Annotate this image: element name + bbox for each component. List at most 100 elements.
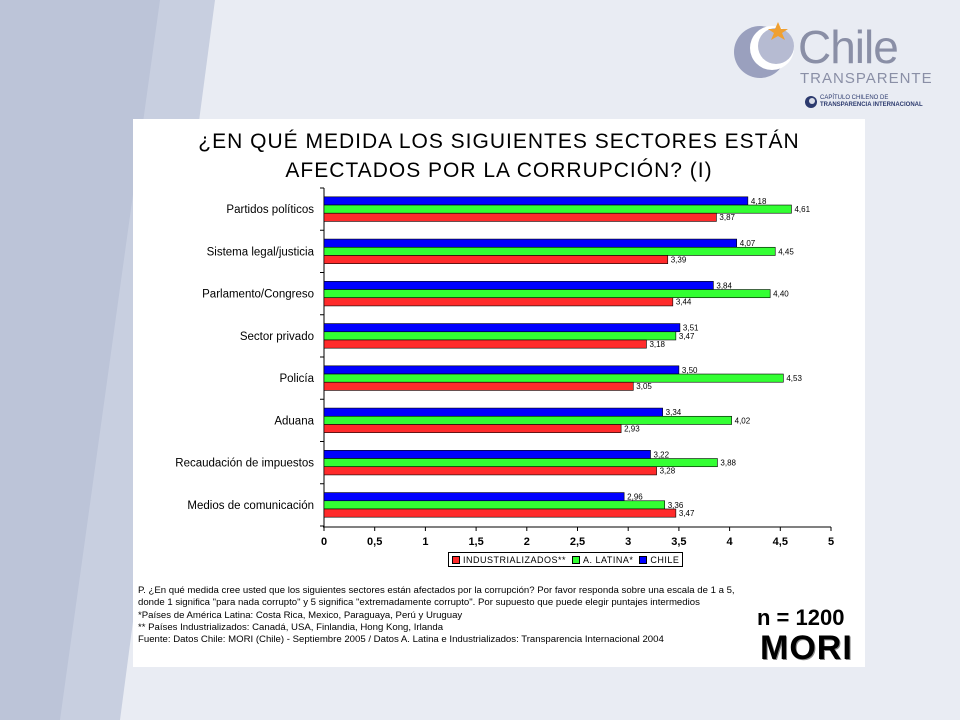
data-label-bg bbox=[681, 324, 706, 332]
bar-industrializados bbox=[323, 297, 674, 307]
category-label: Recaudación de impuestos bbox=[175, 458, 314, 470]
bar-chile bbox=[323, 407, 663, 417]
bar-latina bbox=[323, 204, 792, 214]
sample-size: n = 1200 bbox=[757, 605, 845, 630]
x-tick-label: 1,5 bbox=[468, 536, 483, 548]
data-label-bg bbox=[785, 374, 810, 382]
data-label-chile: 3,34 bbox=[666, 408, 682, 417]
bar-chile bbox=[323, 238, 737, 248]
data-label-latina: 3,88 bbox=[720, 459, 736, 468]
bar-industrializados bbox=[323, 466, 657, 476]
x-tick-label: 4,5 bbox=[773, 536, 788, 548]
bar-industrializados bbox=[323, 339, 647, 349]
data-label-bg bbox=[626, 493, 651, 501]
x-tick-label: 2 bbox=[524, 536, 530, 548]
legend-item-latina: A. LATINA* bbox=[572, 555, 633, 565]
category-label: Aduana bbox=[274, 415, 314, 427]
bar-latina bbox=[323, 246, 776, 256]
chart-legend: INDUSTRIALIZADOS** A. LATINA* CHILE bbox=[448, 552, 684, 567]
data-label-bg bbox=[658, 467, 683, 475]
data-label-latina: 4,02 bbox=[735, 416, 751, 425]
data-label-bg bbox=[738, 239, 763, 247]
data-label-chile: 2,96 bbox=[627, 493, 643, 502]
data-label-chile: 3,84 bbox=[716, 281, 732, 290]
data-label-bg bbox=[652, 450, 677, 459]
data-label-bg bbox=[664, 408, 689, 416]
data-label-bg bbox=[718, 213, 743, 221]
bar-industrializados bbox=[323, 381, 634, 391]
bar-industrializados bbox=[323, 255, 669, 264]
legend-label-industrializados: INDUSTRIALIZADOS** bbox=[463, 554, 567, 565]
data-label-latina: 4,53 bbox=[786, 374, 802, 383]
data-label-industrializados: 3,47 bbox=[679, 509, 695, 518]
legend-label-latina: A. LATINA* bbox=[583, 554, 634, 565]
x-tick-label: 3 bbox=[625, 536, 631, 548]
data-label-bg bbox=[666, 501, 691, 509]
data-label-bg bbox=[669, 255, 694, 264]
data-label-chile: 4,07 bbox=[740, 239, 756, 248]
data-label-bg bbox=[635, 382, 660, 390]
bar-latina bbox=[323, 415, 732, 425]
ti-line1: CAPÍTULO CHILENO DE bbox=[820, 95, 889, 101]
category-label: Partidos políticos bbox=[226, 204, 314, 216]
ti-line2: TRANSPARENCIA INTERNACIONAL bbox=[820, 102, 923, 108]
note-latin-america: *Países de América Latina: Costa Rica, M… bbox=[138, 609, 463, 621]
chile-transparente-logo: Chile TRANSPARENTE CAPÍTULO CHILENO DE T… bbox=[730, 18, 933, 118]
bar-chile bbox=[323, 281, 714, 290]
category-label: Sector privado bbox=[240, 331, 314, 343]
legend-swatch-industrializados bbox=[452, 555, 460, 564]
data-label-latina: 4,61 bbox=[794, 205, 810, 214]
category-label: Sistema legal/justicia bbox=[207, 246, 315, 258]
data-label-bg bbox=[777, 247, 802, 255]
legend-item-industrializados: INDUSTRIALIZADOS** bbox=[452, 555, 566, 565]
chart-title: ¿EN QUÉ MEDIDA LOS SIGUIENTES SECTORES E… bbox=[133, 127, 865, 185]
x-tick-label: 4 bbox=[727, 536, 734, 548]
bar-latina bbox=[323, 289, 771, 299]
x-tick-label: 1 bbox=[422, 536, 428, 548]
data-label-bg bbox=[680, 366, 705, 374]
data-label-industrializados: 3,44 bbox=[676, 298, 692, 307]
legend-swatch-latina bbox=[572, 555, 581, 564]
chart-panel: ¿EN QUÉ MEDIDA LOS SIGUIENTES SECTORES E… bbox=[133, 119, 865, 667]
legend-swatch-chile bbox=[639, 555, 648, 564]
logo-emblem-icon bbox=[734, 22, 794, 78]
x-tick-label: 0,5 bbox=[367, 536, 382, 548]
category-label: Medios de comunicación bbox=[187, 500, 314, 512]
logo-tagline: TRANSPARENTE bbox=[800, 70, 933, 87]
bar-latina bbox=[323, 373, 784, 383]
chart-title-line1: ¿EN QUÉ MEDIDA LOS SIGUIENTES SECTORES E… bbox=[198, 130, 800, 153]
data-label-bg bbox=[677, 509, 702, 517]
data-label-latina: 4,45 bbox=[778, 247, 794, 256]
category-label: Parlamento/Congreso bbox=[202, 289, 314, 301]
data-label-bg bbox=[772, 290, 797, 298]
data-label-bg bbox=[648, 340, 673, 348]
footnotes: P. ¿En qué medida cree usted que los sig… bbox=[138, 585, 768, 646]
data-label-latina: 4,40 bbox=[773, 290, 789, 299]
bar-latina bbox=[323, 500, 666, 510]
data-label-bg bbox=[674, 298, 699, 306]
data-label-chile: 3,51 bbox=[683, 324, 699, 333]
data-label-bg bbox=[793, 205, 818, 213]
x-tick-label: 3,5 bbox=[671, 536, 686, 548]
data-label-industrializados: 3,87 bbox=[719, 213, 735, 222]
data-label-bg bbox=[719, 459, 744, 467]
survey-question: P. ¿En qué medida cree usted que los sig… bbox=[138, 585, 735, 609]
data-label-industrializados: 3,28 bbox=[660, 467, 676, 476]
data-label-chile: 4,18 bbox=[751, 197, 767, 206]
bar-latina bbox=[323, 458, 718, 468]
data-label-bg bbox=[733, 416, 758, 424]
x-tick-label: 2,5 bbox=[570, 536, 585, 548]
x-tick-label: 0 bbox=[321, 536, 327, 548]
bar-chile bbox=[323, 196, 749, 206]
legend-label-chile: CHILE bbox=[650, 554, 680, 565]
bar-chile bbox=[323, 492, 625, 502]
data-label-latina: 3,47 bbox=[679, 332, 695, 341]
bar-chart: 0 0,5 1 1,5 2 2,5 3 3,5 4 4,5 5 Partidos políticos 4… bbox=[175, 187, 834, 548]
data-label-chile: 3,50 bbox=[682, 366, 698, 375]
mori-logo: MORI bbox=[760, 629, 853, 667]
data-label-industrializados: 3,39 bbox=[671, 255, 687, 264]
category-label: Policía bbox=[279, 373, 314, 385]
data-label-industrializados: 2,93 bbox=[624, 424, 640, 433]
data-label-chile: 3,22 bbox=[654, 450, 670, 459]
ti-globe-icon bbox=[805, 96, 817, 108]
